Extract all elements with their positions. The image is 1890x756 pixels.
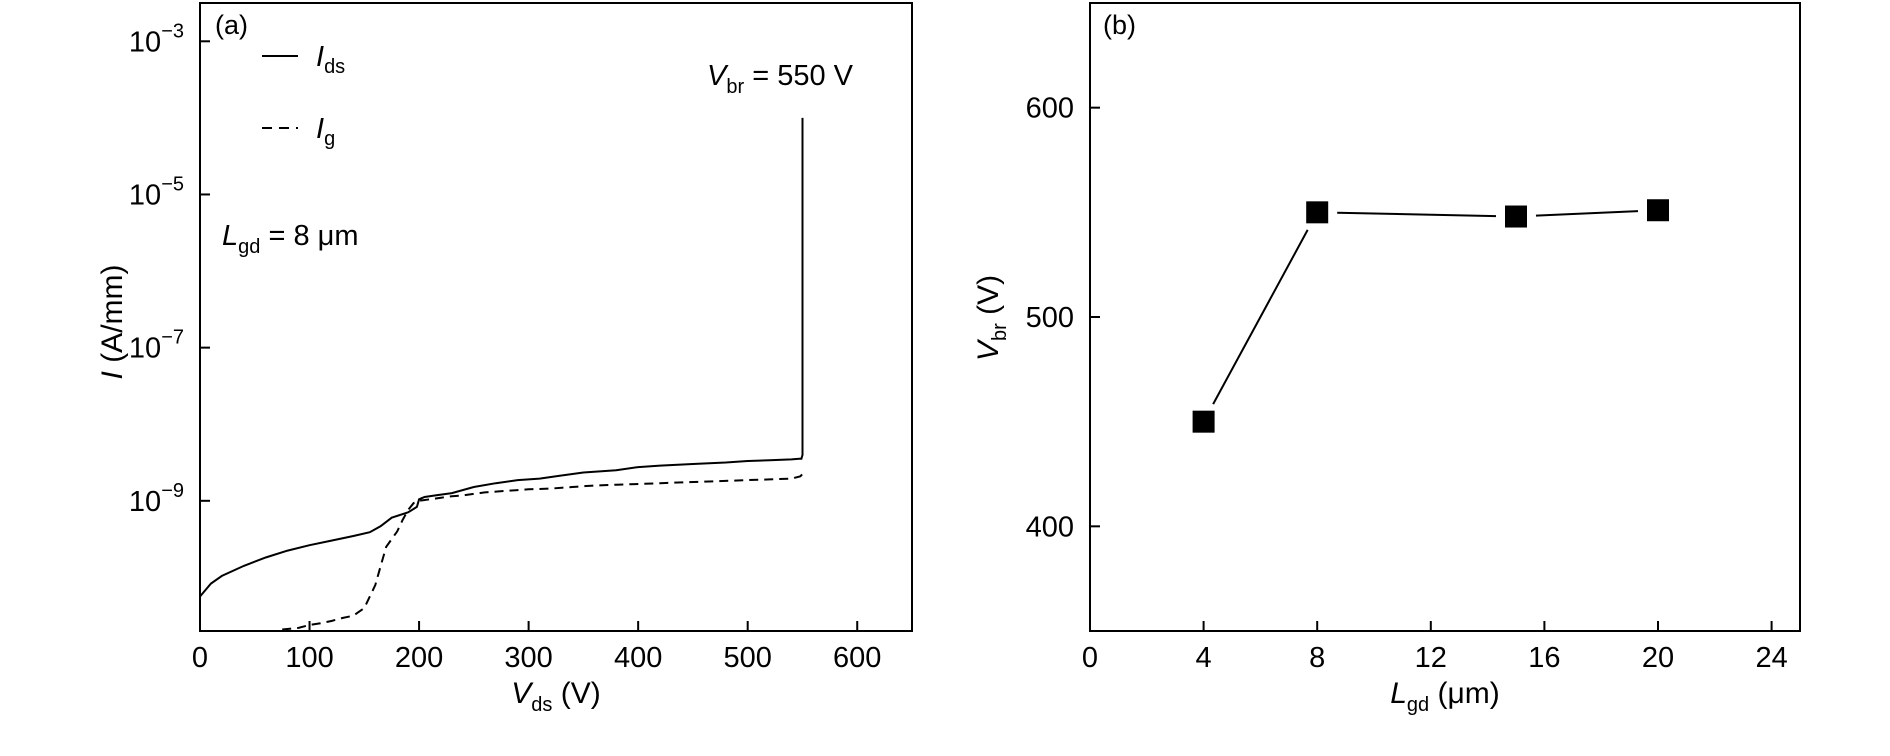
- ig-series-line: [282, 473, 804, 631]
- panel-b-x-tick-label: 0: [1082, 642, 1098, 674]
- panel-b-x-tick-label: 16: [1528, 642, 1560, 674]
- panel-a-x-label: Vds (V): [511, 677, 600, 716]
- panel-b-y-ticks: 400 500 600: [1026, 93, 1100, 543]
- vbr-line-segment: [1337, 211, 1497, 218]
- panel-b-y-tick-label: 600: [1026, 93, 1074, 125]
- vbr-annotation: Vbr = 550 V: [707, 60, 854, 98]
- panel-b-y-tick-label: 500: [1026, 302, 1074, 334]
- vbr-line-segment: [1535, 210, 1639, 217]
- panel-b-tag: (b): [1103, 10, 1136, 40]
- panel-b-x-tick-label: 12: [1415, 642, 1447, 674]
- legend-ids-label: Ids: [316, 41, 345, 78]
- vbr-data-point: [1647, 199, 1669, 222]
- panel-a-x-tick-label: 100: [285, 642, 333, 674]
- panel-a-x-ticks: 0 100 200 300 400 500 600: [192, 621, 881, 674]
- panel-b: (b) 0 4 8 12 16 20 24 400 500 600 Lgd (μm) Vbr (…: [972, 2, 1801, 716]
- panel-a-y-label: I (A/mm): [96, 265, 129, 380]
- panel-a-x-tick-label: 500: [723, 642, 771, 674]
- panel-b-x-tick-label: 4: [1196, 642, 1212, 674]
- panel-a-y-tick-label: 10−9: [129, 480, 184, 518]
- panel-a: (a) 0 100 200 300 400 500 600 10−3 10−5 10−7 10−9…: [96, 2, 913, 716]
- panel-a-x-tick-label: 600: [833, 642, 881, 674]
- panel-b-x-tick-label: 20: [1642, 642, 1674, 674]
- panel-b-frame: [1089, 2, 1801, 632]
- vbr-line-segment: [1212, 229, 1309, 405]
- panel-a-y-ticks: 10−3 10−5 10−7 10−9: [129, 20, 210, 518]
- panel-a-x-tick-label: 200: [395, 642, 443, 674]
- legend-ig-label: Ig: [316, 113, 335, 150]
- panel-a-x-tick-label: 400: [614, 642, 662, 674]
- lgd-annotation: Lgd = 8 μm: [222, 220, 359, 258]
- panel-b-line-segments: [1212, 210, 1639, 405]
- panel-b-x-label: Lgd (μm): [1390, 677, 1500, 716]
- panel-b-x-tick-label: 8: [1309, 642, 1325, 674]
- vbr-data-point: [1192, 410, 1215, 433]
- panel-b-x-ticks: 0 4 8 12 16 20 24: [1082, 621, 1788, 674]
- panel-b-y-tick-label: 400: [1026, 511, 1074, 543]
- panel-a-y-tick-label: 10−5: [129, 173, 184, 211]
- panel-a-frame: [199, 2, 913, 632]
- panel-b-x-tick-label: 24: [1755, 642, 1787, 674]
- panel-a-tag: (a): [215, 10, 248, 40]
- panel-a-y-tick-label: 10−7: [129, 327, 184, 365]
- vbr-data-point: [1505, 205, 1527, 228]
- vbr-data-point: [1306, 201, 1329, 224]
- panel-a-x-tick-label: 300: [504, 642, 552, 674]
- panel-a-y-tick-label: 10−3: [129, 20, 184, 58]
- panel-a-x-tick-label: 0: [192, 642, 208, 674]
- ids-series-line: [199, 117, 804, 598]
- panel-a-legend: Ids Ig: [262, 41, 345, 150]
- panel-b-markers: [1192, 199, 1669, 433]
- panel-b-y-label: Vbr (V): [972, 275, 1011, 361]
